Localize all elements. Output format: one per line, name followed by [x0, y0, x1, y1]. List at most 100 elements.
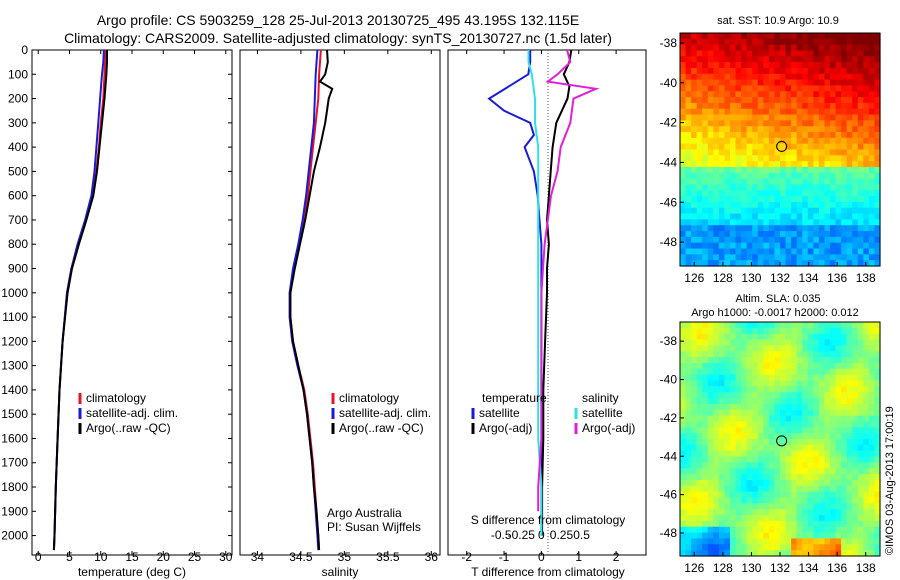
heatmap-cell — [841, 368, 848, 376]
heatmap-cell — [868, 357, 876, 364]
heatmap-cell — [730, 427, 737, 434]
heatmap-cell — [713, 50, 720, 57]
heatmap-cell — [763, 515, 770, 522]
heatmap-cell — [741, 380, 748, 387]
heatmap-cell — [730, 532, 737, 540]
heatmap-cell — [718, 368, 726, 376]
sla-map-panel: Altim. SLA: 0.035 Argo h1000: -0.0017 h2… — [660, 293, 881, 575]
heatmap-cell — [752, 132, 759, 139]
heatmap-cell — [691, 392, 698, 399]
heatmap-cell — [807, 439, 814, 446]
heatmap-cell — [807, 503, 814, 510]
heatmap-cell — [696, 97, 703, 104]
heatmap-cell — [857, 520, 864, 528]
heatmap-cell — [685, 520, 692, 528]
heatmap-cell — [768, 44, 776, 52]
heatmap-cell — [752, 184, 759, 191]
heatmap-cell — [780, 91, 787, 98]
heatmap-cell — [730, 172, 737, 180]
heatmap-cell — [735, 73, 742, 81]
heatmap-cell — [691, 56, 698, 63]
heatmap-cell — [841, 345, 848, 352]
heatmap-cell — [713, 357, 720, 364]
heatmap-cell — [707, 44, 714, 52]
sst-map-axes: 126 128 130 132 134 136 138-38-40-42-44-46-48 — [660, 36, 876, 285]
heatmap-cell — [857, 126, 864, 133]
heatmap-cell — [752, 231, 759, 238]
heatmap-cell — [724, 403, 731, 411]
heatmap-cell — [835, 108, 842, 116]
heatmap-cell — [724, 392, 731, 399]
heatmap-cell — [735, 219, 742, 226]
heatmap-cell — [774, 126, 781, 133]
heatmap-cell — [807, 108, 814, 116]
heatmap-cell — [774, 386, 781, 393]
heatmap-cell — [768, 462, 776, 469]
heatmap-cell — [863, 362, 870, 370]
heatmap-cell — [857, 357, 864, 364]
heatmap-cell — [796, 219, 803, 226]
heatmap-cell — [857, 79, 864, 87]
heatmap-cell — [846, 102, 853, 110]
heatmap-cell — [741, 56, 748, 63]
heatmap-cell — [718, 491, 726, 499]
map-x-tick-label: 128 — [713, 561, 733, 575]
heatmap-cell — [841, 515, 848, 522]
heatmap-cell — [868, 503, 876, 510]
heatmap-cell — [785, 550, 792, 557]
heatmap-cell — [730, 114, 737, 121]
heatmap-cell — [763, 374, 770, 382]
heatmap-cell — [818, 351, 826, 358]
heatmap-cell — [763, 91, 770, 98]
heatmap-cell — [763, 79, 770, 87]
heatmap-cell — [713, 178, 720, 186]
heatmap-cell — [730, 231, 737, 238]
heatmap-cell — [868, 236, 876, 244]
heatmap-cell — [757, 219, 764, 226]
heatmap-cell — [835, 398, 842, 405]
heatmap-cell — [796, 85, 803, 92]
heatmap-cell — [852, 409, 859, 417]
heatmap-cell — [774, 196, 781, 203]
heatmap-cell — [796, 474, 803, 481]
heatmap-cell — [724, 132, 731, 139]
heatmap-cell — [768, 155, 776, 162]
heatmap-cell — [702, 184, 709, 191]
heatmap-cell — [807, 368, 814, 376]
heatmap-cell — [813, 62, 820, 69]
heatmap-cell — [846, 236, 853, 244]
heatmap-cell — [713, 322, 720, 329]
heatmap-cell — [752, 62, 759, 69]
heatmap-cell — [874, 491, 881, 499]
heatmap-cell — [696, 351, 703, 358]
heatmap-cell — [713, 219, 720, 226]
heatmap-cell — [696, 403, 703, 411]
heatmap-cell — [680, 462, 687, 469]
heatmap-cell — [857, 236, 864, 244]
heatmap-cell — [791, 137, 798, 145]
heatmap-cell — [780, 374, 787, 382]
heatmap-cell — [680, 219, 687, 226]
heatmap-cell — [863, 462, 870, 469]
heatmap-cell — [813, 178, 820, 186]
heatmap-cell — [785, 166, 792, 174]
heatmap-cell — [835, 225, 842, 232]
heatmap-cell — [868, 213, 876, 220]
heatmap-cell — [735, 532, 742, 540]
heatmap-cell — [752, 444, 759, 452]
heatmap-cell — [730, 166, 737, 174]
heatmap-cell — [768, 108, 776, 116]
heatmap-cell — [830, 550, 837, 557]
heatmap-cell — [741, 526, 748, 534]
heatmap-cell — [818, 479, 826, 487]
heatmap-cell — [824, 362, 831, 370]
heatmap-cell — [868, 439, 876, 446]
heatmap-cell — [818, 409, 826, 417]
heatmap-cell — [735, 155, 742, 162]
heatmap-cell — [724, 62, 731, 69]
heatmap-cell — [874, 322, 881, 329]
heatmap-cell — [696, 207, 703, 215]
heatmap-cell — [796, 497, 803, 504]
heatmap-cell — [796, 392, 803, 399]
